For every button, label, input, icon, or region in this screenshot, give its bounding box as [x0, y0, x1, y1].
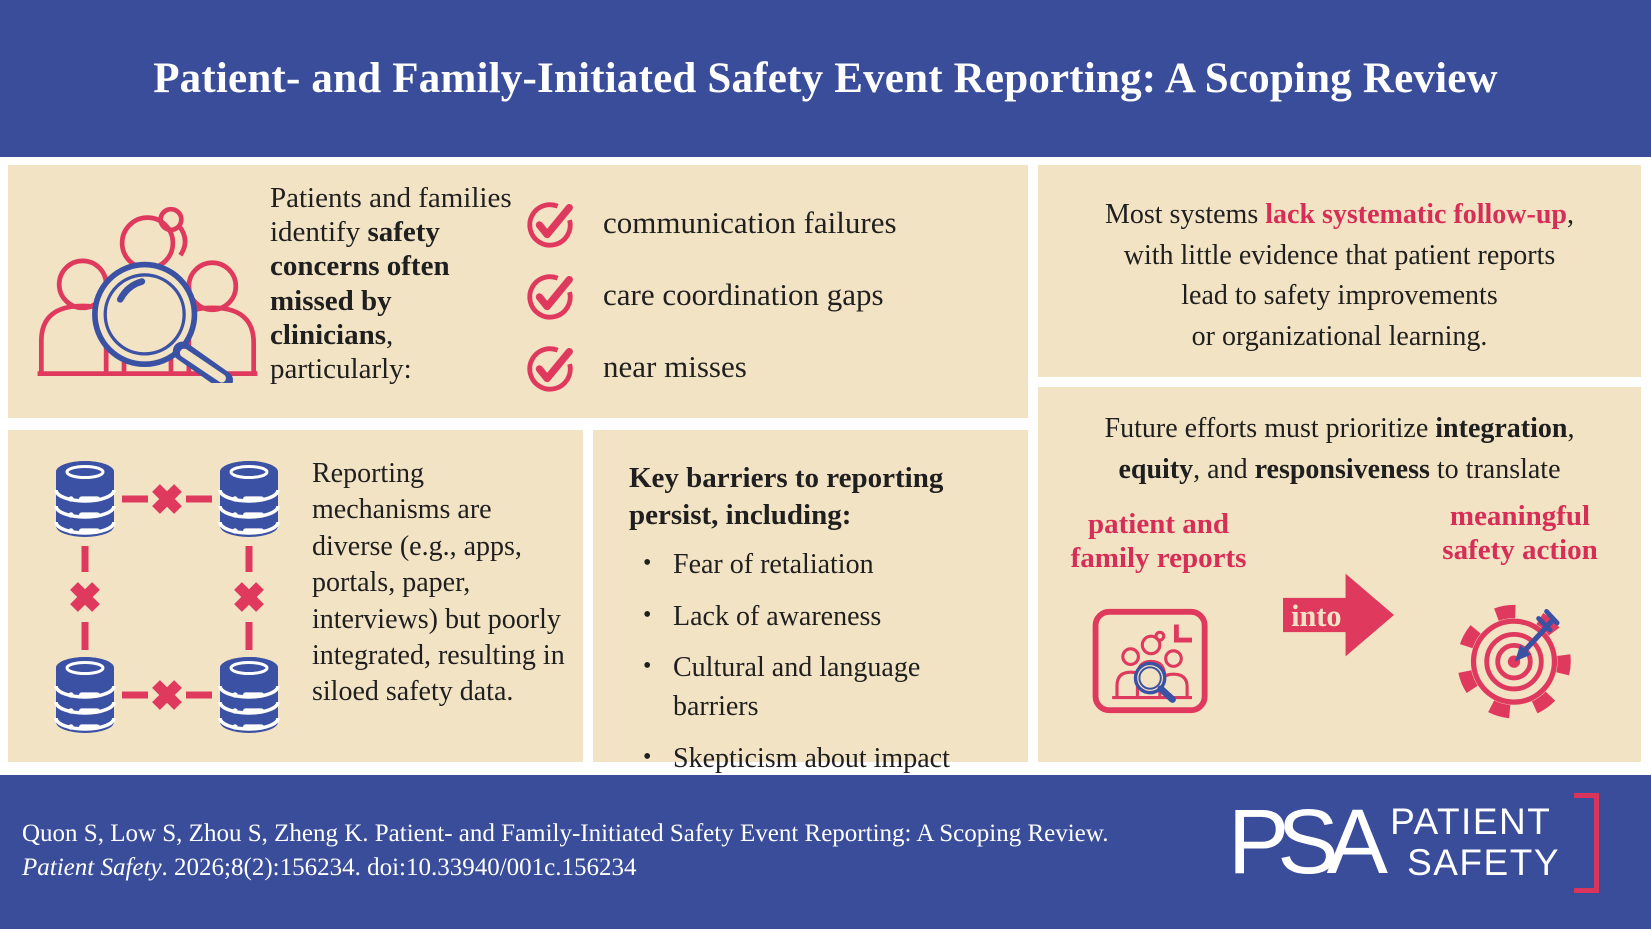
list-item: Skepticism about impact	[637, 740, 1009, 779]
siloed-databases-diagram	[54, 459, 280, 735]
check-item-label: communication failures	[603, 205, 897, 240]
citation-journal: Patient Safety	[22, 853, 162, 881]
panel-reporting-mechanisms: Reporting mechanisms are diverse (e.g., …	[8, 430, 583, 762]
into-arrow-icon: into	[1283, 573, 1394, 657]
to-label-line1: meaningful	[1449, 500, 1591, 532]
identify-statement-post: , particularly:	[270, 318, 412, 386]
psa-logo-bracket	[1574, 793, 1599, 893]
from-label: patient and family reports	[1056, 507, 1261, 575]
panel-follow-up: Most systems lack systematic follow-up, …	[1038, 165, 1641, 377]
list-item: Cultural and language barriers	[637, 649, 1009, 726]
list-item: Fear of retaliation	[637, 546, 1009, 585]
check-circle-icon	[527, 346, 573, 392]
identify-statement: Patients and families identify safety co…	[270, 181, 522, 386]
to-label-line2: safety action	[1442, 534, 1598, 567]
list-item: Lack of awareness	[637, 598, 1009, 637]
psa-logo-wordmark: PATIENT SAFETY	[1390, 802, 1560, 883]
check-item-label: near misses	[603, 349, 747, 384]
follow-up-line4: or organizational learning.	[1191, 320, 1488, 352]
psa-logo-word-safety: SAFETY	[1407, 842, 1560, 883]
panel-future-efforts: Future efforts must prioritize integrati…	[1038, 387, 1641, 762]
from-label-line1: patient and	[1087, 508, 1229, 540]
list-item: care coordination gaps	[523, 259, 1003, 331]
future-statement: Future efforts must prioritize integrati…	[1038, 409, 1641, 490]
follow-up-statement: Most systems lack systematic follow-up, …	[1038, 165, 1641, 357]
future-mid2: , and	[1193, 453, 1255, 485]
report-document-icon	[1092, 608, 1208, 714]
mechanisms-statement: Reporting mechanisms are diverse (e.g., …	[312, 458, 565, 708]
future-bold-equity: equity	[1118, 453, 1194, 485]
panel-key-barriers: Key barriers to reporting persist, inclu…	[593, 430, 1028, 774]
from-label-line2: family reports	[1070, 542, 1247, 575]
follow-up-highlight: lack systematic follow-up	[1265, 199, 1567, 230]
psa-logo-acronym: PSA	[1227, 791, 1388, 894]
future-pre: Future efforts must prioritize	[1104, 413, 1436, 444]
into-arrow-label: into	[1291, 599, 1341, 633]
safety-concern-checklist: communication failures care coordination…	[523, 187, 1003, 403]
list-item: communication failures	[523, 187, 1003, 259]
barriers-heading: Key barriers to reporting persist, inclu…	[629, 462, 944, 532]
follow-up-pre: Most systems	[1104, 199, 1266, 230]
check-item-label: care coordination gaps	[603, 277, 884, 312]
future-mid1: ,	[1567, 413, 1575, 444]
panel-patients-identify: Patients and families identify safety co…	[8, 165, 1028, 418]
footer-band: Quon S, Low S, Zhou S, Zheng K. Patient-…	[0, 775, 1651, 929]
barriers-list: Fear of retaliation Lack of awareness Cu…	[637, 546, 1009, 791]
citation-line2: . 2026;8(2):156234. doi:10.33940/001c.15…	[161, 853, 637, 881]
header-band: Patient- and Family-Initiated Safety Eve…	[0, 0, 1651, 157]
psa-logo-word-patient: PATIENT	[1390, 801, 1552, 843]
follow-up-line2: with little evidence that patient report…	[1123, 239, 1556, 271]
patients-magnifier-illustration	[37, 206, 258, 383]
future-bold-integration: integration	[1435, 413, 1568, 444]
citation: Quon S, Low S, Zhou S, Zheng K. Patient-…	[22, 817, 1108, 885]
list-item: near misses	[523, 331, 1003, 403]
identify-statement-pre: Patients and families identify	[270, 182, 512, 249]
check-circle-icon	[527, 274, 573, 320]
gear-target-icon	[1457, 604, 1571, 719]
to-label: meaningful safety action	[1420, 499, 1620, 567]
follow-up-line3: lead to safety improvements	[1181, 280, 1498, 312]
citation-line1: Quon S, Low S, Zhou S, Zheng K. Patient-…	[22, 820, 1109, 847]
identify-statement-bold: safety concerns often missed by clinicia…	[270, 216, 450, 351]
psa-logo: PSA PATIENT SAFETY	[1228, 793, 1599, 893]
future-bold-responsiveness: responsiveness	[1254, 453, 1430, 485]
check-circle-icon	[527, 202, 573, 248]
future-post: to translate	[1429, 453, 1561, 485]
broken-link-x-icon	[70, 484, 264, 710]
follow-up-comma: ,	[1567, 199, 1574, 230]
page-title: Patient- and Family-Initiated Safety Eve…	[153, 55, 1498, 102]
